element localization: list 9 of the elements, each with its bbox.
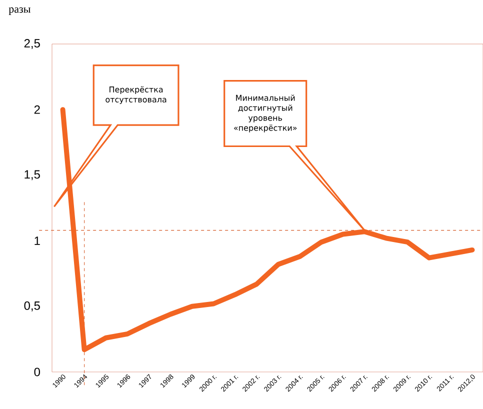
y-tick-label: 1 (34, 236, 40, 245)
y-tick-label: 0,5 (24, 301, 40, 312)
y-axis-title: разы (8, 7, 30, 15)
y-tick-label: 2,5 (24, 39, 40, 49)
annotation: Минимальный достигнутый уровень «перекрёстки» (234, 94, 297, 132)
y-tick-label: 1,5 (24, 170, 40, 180)
y-tick-label: 0 (34, 368, 40, 376)
y-tick-label: 2 (34, 105, 40, 114)
annotation: Перекрёстка отсутствовала (106, 86, 166, 104)
